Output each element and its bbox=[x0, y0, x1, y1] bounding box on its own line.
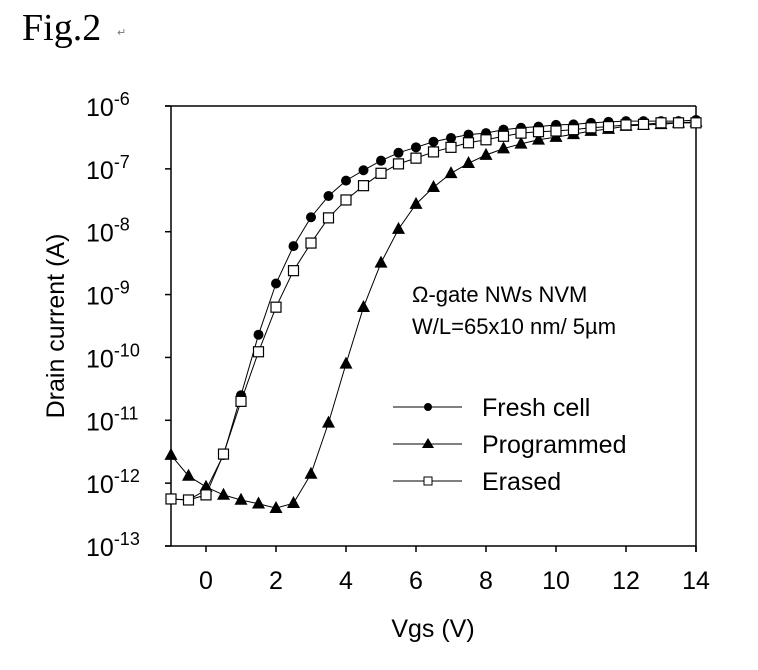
data-point-fresh-cell bbox=[446, 132, 456, 143]
data-point-erased bbox=[497, 130, 510, 142]
y-tick-label: 10-13 bbox=[86, 529, 140, 562]
y-tick-label: 10-6 bbox=[86, 89, 130, 122]
figure-label: Fig.2 bbox=[22, 7, 102, 49]
data-point-fresh-cell bbox=[358, 165, 369, 176]
data-point-programmed bbox=[304, 466, 318, 479]
data-point-erased bbox=[200, 489, 212, 501]
data-point-erased bbox=[567, 124, 580, 136]
data-point-erased bbox=[637, 118, 650, 130]
data-point-erased bbox=[427, 146, 440, 158]
data-point-erased bbox=[357, 180, 370, 192]
data-point-erased bbox=[340, 194, 352, 206]
plot-frame bbox=[165, 105, 697, 552]
x-tick-label: 10 bbox=[542, 567, 570, 595]
y-tick-label: 10-7 bbox=[86, 152, 130, 185]
data-point-erased bbox=[375, 167, 387, 179]
data-point-programmed bbox=[182, 468, 195, 481]
y-tick-label: 10-8 bbox=[86, 215, 130, 248]
x-tick-label: 14 bbox=[682, 567, 710, 595]
x-tick-label: 8 bbox=[479, 567, 493, 595]
data-point-programmed bbox=[217, 487, 230, 500]
x-tick-label: 4 bbox=[339, 567, 353, 595]
data-point-fresh-cell bbox=[393, 147, 404, 158]
data-point-programmed bbox=[269, 500, 283, 513]
data-point-programmed bbox=[532, 132, 545, 145]
annotation-device: Ω-gate NWs NVM bbox=[412, 282, 587, 307]
legend-marker-fresh-cell bbox=[424, 403, 432, 411]
y-tick-label: 10-12 bbox=[86, 466, 140, 499]
y-tick-label: 10-9 bbox=[86, 278, 130, 311]
x-tick-label: 6 bbox=[409, 567, 423, 595]
data-point-fresh-cell bbox=[271, 278, 281, 289]
x-tick-label: 12 bbox=[612, 567, 640, 595]
legend-label-fresh-cell: Fresh cell bbox=[482, 394, 590, 422]
data-point-programmed bbox=[322, 415, 335, 428]
data-point-erased bbox=[165, 493, 177, 505]
data-point-fresh-cell bbox=[341, 175, 351, 186]
data-point-erased bbox=[287, 265, 300, 277]
x-axis-title: Vgs (V) bbox=[391, 615, 474, 643]
annotation-dimensions: W/L=65x10 nm/ 5µm bbox=[412, 314, 616, 339]
data-point-erased bbox=[322, 212, 335, 224]
x-axis: 0 2 4 6 8 10 12 14 bbox=[199, 546, 710, 595]
data-point-erased bbox=[620, 119, 632, 131]
data-point-programmed bbox=[287, 495, 300, 508]
data-point-erased bbox=[602, 121, 615, 133]
data-point-programmed bbox=[374, 255, 388, 268]
data-point-erased bbox=[445, 141, 457, 153]
data-point-programmed bbox=[234, 492, 248, 505]
y-axis: 10-6 10-7 10-8 10-9 10-10 10-11 10-12 10-13 bbox=[86, 89, 171, 562]
data-point-erased bbox=[585, 122, 597, 134]
data-series bbox=[164, 114, 703, 513]
data-point-programmed bbox=[164, 447, 178, 460]
data-point-programmed bbox=[479, 147, 493, 160]
data-point-programmed bbox=[497, 141, 510, 154]
legend-marker-erased bbox=[423, 476, 433, 486]
data-point-fresh-cell bbox=[288, 241, 299, 252]
data-point-fresh-cell bbox=[323, 190, 334, 201]
data-point-fresh-cell bbox=[253, 329, 264, 340]
data-point-programmed bbox=[252, 496, 265, 509]
data-point-erased bbox=[270, 301, 282, 313]
legend-label-programmed: Programmed bbox=[482, 431, 627, 459]
data-point-erased bbox=[655, 117, 667, 129]
data-point-erased bbox=[305, 237, 317, 249]
data-point-erased bbox=[550, 125, 562, 137]
data-point-erased bbox=[690, 117, 702, 129]
data-point-fresh-cell bbox=[428, 136, 439, 147]
data-point-programmed bbox=[357, 299, 370, 312]
data-point-erased bbox=[532, 126, 545, 138]
x-tick-label: 0 bbox=[199, 567, 213, 595]
data-point-erased bbox=[217, 448, 230, 460]
data-point-programmed bbox=[427, 180, 440, 193]
y-axis-title: Drain current (A) bbox=[42, 234, 70, 419]
legend-label-erased: Erased bbox=[482, 468, 561, 496]
paragraph-mark-icon: ↵ bbox=[117, 26, 127, 39]
x-tick-label: 2 bbox=[269, 567, 283, 595]
data-point-programmed bbox=[392, 221, 405, 234]
legend: Fresh cell Programmed Erased bbox=[393, 394, 627, 496]
legend-marker-programmed bbox=[422, 438, 434, 448]
data-point-fresh-cell bbox=[411, 142, 421, 153]
data-point-programmed bbox=[514, 136, 528, 149]
data-point-erased bbox=[515, 127, 527, 139]
data-point-erased bbox=[410, 152, 422, 164]
y-tick-label: 10-11 bbox=[86, 403, 139, 436]
data-point-erased bbox=[235, 395, 247, 407]
data-point-programmed bbox=[462, 156, 475, 169]
data-point-erased bbox=[392, 158, 405, 170]
data-point-programmed bbox=[339, 356, 353, 369]
data-point-programmed bbox=[409, 196, 423, 209]
data-point-fresh-cell bbox=[463, 129, 474, 140]
data-point-erased bbox=[672, 117, 685, 129]
y-tick-label: 10-10 bbox=[86, 340, 140, 373]
data-point-erased bbox=[462, 137, 475, 149]
data-point-fresh-cell bbox=[306, 212, 316, 223]
data-point-fresh-cell bbox=[376, 155, 386, 166]
data-point-erased bbox=[252, 346, 265, 358]
data-point-erased bbox=[182, 494, 195, 506]
data-point-erased bbox=[480, 134, 492, 146]
data-point-programmed bbox=[444, 166, 458, 179]
